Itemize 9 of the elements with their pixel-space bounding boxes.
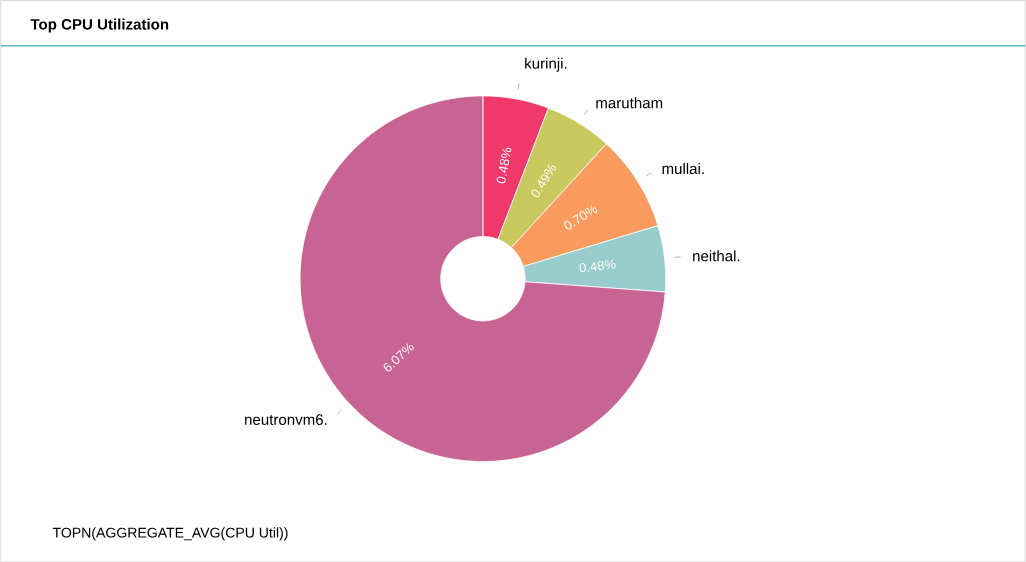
slice-label: marutham	[596, 97, 663, 109]
slice-label: mullai.	[662, 162, 704, 174]
data-label: 0.48%	[579, 259, 616, 272]
slice-label: neutronvm6.	[245, 414, 327, 425]
slice-label: neithal.	[693, 250, 740, 262]
data-label: 0.48%	[496, 147, 512, 184]
slice-label: kurinji.	[525, 57, 567, 72]
text: Top CPU Utilization	[30, 18, 169, 33]
text: TOPN(AGGREGATE_AVG(CPU Util))	[52, 527, 288, 541]
